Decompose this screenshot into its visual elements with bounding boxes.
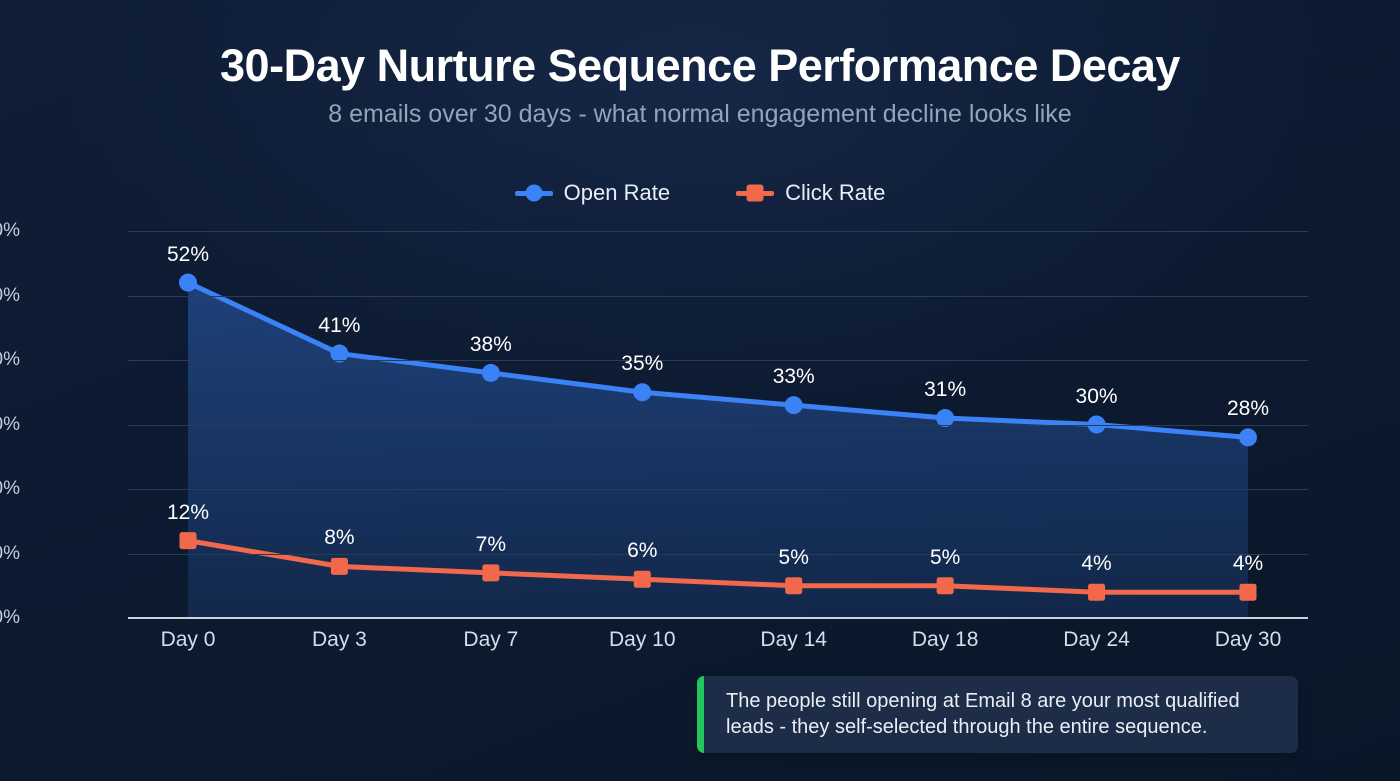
x-axis-line — [128, 617, 1308, 619]
y-axis-tick-label: 40% — [0, 349, 20, 370]
data-point-marker[interactable] — [1239, 583, 1257, 601]
data-point-label: 33% — [772, 365, 815, 389]
gridline — [128, 295, 1308, 297]
open-rate-area-fill — [188, 282, 1248, 618]
data-point-label: 30% — [1075, 384, 1118, 408]
series-lines — [179, 273, 1257, 618]
gridline — [128, 553, 1308, 555]
data-point-label: 4% — [1232, 552, 1264, 576]
data-point-marker[interactable] — [482, 564, 500, 582]
data-point-marker[interactable] — [633, 570, 651, 588]
data-point-label: 28% — [1226, 397, 1270, 421]
data-point-label: 38% — [469, 332, 512, 356]
data-point-label: 31% — [924, 378, 967, 402]
page-subtitle: 8 emails over 30 days - what normal enga… — [328, 100, 1072, 128]
plot-area: 0% 10% 20% 30% 40% 50% 60% Day 0 Day 3 Day 7 Day 1… — [0, 220, 1308, 651]
series-line-open-rate — [185, 280, 1251, 440]
gridline — [128, 231, 1308, 232]
data-point-marker[interactable] — [633, 383, 652, 402]
chart-legend: Open Rate Click Rate — [0, 180, 1400, 206]
data-point-label: 12% — [166, 500, 210, 524]
data-point-label: 52% — [166, 242, 210, 266]
data-point-marker[interactable] — [179, 273, 197, 292]
x-axis-tick-label: Day 7 — [463, 628, 519, 651]
legend-item-click-rate[interactable]: Click Rate — [736, 180, 885, 206]
data-point-marker[interactable] — [330, 557, 348, 575]
y-axis-tick-label: 10% — [0, 542, 20, 564]
y-axis-tick-label: 0% — [0, 607, 20, 628]
data-point-label: 8% — [324, 526, 355, 550]
data-point-marker[interactable] — [936, 409, 955, 428]
legend-label: Click Rate — [785, 180, 886, 205]
data-point-marker[interactable] — [936, 577, 954, 595]
callout-text: The people still opening at Email 8 are … — [726, 689, 1240, 738]
x-axis-tick-label: Day 3 — [311, 628, 367, 651]
data-point-label: 5% — [929, 545, 961, 569]
data-point-label: 4% — [1081, 552, 1112, 576]
data-point-label: 35% — [621, 352, 664, 376]
y-axis-tick-label: 60% — [0, 220, 20, 241]
data-point-marker[interactable] — [179, 532, 197, 550]
legend-square-marker-icon — [736, 190, 775, 196]
data-point-marker[interactable] — [1239, 428, 1257, 447]
legend-circle-marker-icon — [514, 190, 553, 196]
legend-label: Open Rate — [563, 180, 671, 205]
x-axis-tick-label: Day 24 — [1063, 628, 1130, 651]
legend-item-open-rate[interactable]: Open Rate — [514, 180, 671, 206]
x-axis-tick-label: Day 30 — [1214, 628, 1282, 651]
data-point-marker[interactable] — [785, 577, 803, 595]
data-point-label: 6% — [627, 539, 658, 563]
data-point-label: 5% — [778, 545, 809, 569]
x-axis-tick-label: Day 18 — [911, 628, 979, 651]
gridline — [128, 489, 1308, 490]
data-point-marker[interactable] — [1088, 583, 1106, 601]
data-point-marker[interactable] — [481, 363, 500, 382]
gridline — [128, 424, 1308, 426]
series-line-click-rate — [185, 538, 1251, 595]
page-title: 30-Day Nurture Sequence Performance Deca… — [220, 40, 1180, 91]
insight-callout: The people still opening at Email 8 are … — [697, 676, 1298, 753]
x-axis-tick-label: Day 0 — [160, 628, 216, 651]
x-axis-tick-label: Day 14 — [760, 628, 827, 651]
data-point-marker[interactable] — [784, 396, 803, 415]
y-axis-tick-label: 50% — [0, 284, 20, 306]
callout-accent-bar — [697, 676, 704, 753]
data-point-marker[interactable] — [330, 344, 349, 363]
gridline — [128, 360, 1308, 361]
data-point-label: 41% — [318, 313, 361, 337]
y-axis-tick-label: 30% — [0, 413, 20, 435]
x-axis-tick-label: Day 10 — [609, 628, 676, 651]
data-point-label: 7% — [475, 532, 507, 556]
y-axis-tick-label: 20% — [0, 478, 20, 499]
